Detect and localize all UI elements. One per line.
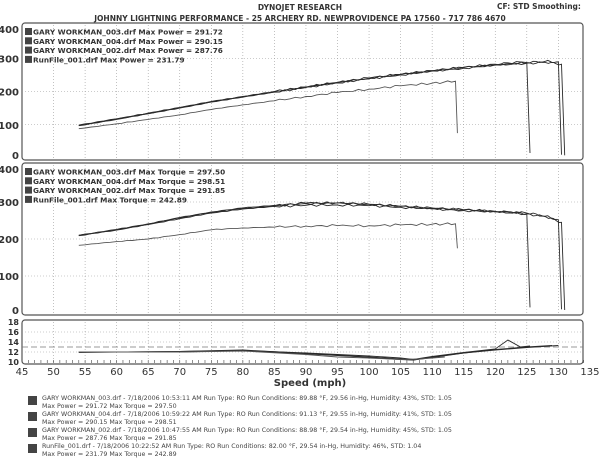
- legend-entry: GARY WORKMAN_002.drf Max Power = 287.76: [33, 46, 223, 55]
- afr-series-line-4: [78, 350, 445, 360]
- afr-y-tick-label: 10: [8, 358, 20, 367]
- torque-y-tick-label: 200: [0, 235, 19, 246]
- x-tick-label: 110: [423, 367, 442, 378]
- x-tick-label: 75: [205, 367, 218, 378]
- x-tick-label: 65: [142, 367, 155, 378]
- torque-series-line-4: [78, 222, 458, 249]
- run-note-details: GARY WORKMAN_004.drf - 7/18/2006 10:59:2…: [42, 411, 452, 418]
- run-marker-icon: [28, 444, 37, 453]
- legend-entry: RunFile_001.drf Max Torque = 242.89: [33, 195, 187, 204]
- x-tick-label: 115: [454, 367, 473, 378]
- x-tick-label: 45: [16, 367, 29, 378]
- power-y-tick-label: 400: [0, 25, 19, 36]
- power-y-tick-label: 100: [0, 121, 19, 132]
- run-note-max: Max Power = 231.79 Max Torque = 242.89: [42, 450, 177, 458]
- run-note-details: GARY WORKMAN_002.drf - 7/18/2006 10:47:5…: [42, 427, 452, 434]
- legend-entry: GARY WORKMAN_003.drf Max Torque = 297.50: [33, 168, 225, 177]
- x-tick-label: 80: [236, 367, 249, 378]
- legend-swatch: [25, 195, 32, 203]
- power-y-tick-label: 300: [0, 54, 19, 65]
- run-note: GARY WORKMAN_002.drf - 7/18/2006 10:47:5…: [28, 427, 588, 443]
- legend-entry: GARY WORKMAN_004.drf Max Power = 290.15: [33, 37, 223, 46]
- shop-info: JOHNNY LIGHTNING PERFORMANCE - 25 ARCHER…: [94, 14, 506, 23]
- run-note: GARY WORKMAN_003.drf - 7/18/2006 10:53:1…: [28, 395, 588, 411]
- run-notes: GARY WORKMAN_003.drf - 7/18/2006 10:53:1…: [28, 395, 588, 459]
- run-marker-icon: [28, 396, 37, 405]
- torque-y-tick-label: 100: [0, 272, 19, 283]
- x-tick-label: 95: [331, 367, 344, 378]
- x-tick-label: 50: [47, 367, 60, 378]
- legend-entry: GARY WORKMAN_002.drf Max Torque = 291.85: [33, 186, 225, 195]
- x-tick-label: 135: [580, 367, 599, 378]
- legend-entry: RunFile_001.drf Max Power = 231.79: [33, 55, 185, 64]
- power-series-line-4: [78, 80, 458, 134]
- x-tick-label: 125: [517, 367, 536, 378]
- legend-entry: GARY WORKMAN_003.drf Max Power = 291.72: [33, 28, 223, 37]
- x-tick-label: 90: [300, 367, 313, 378]
- x-axis-label: Speed (mph): [274, 378, 346, 389]
- torque-series-line-2: [78, 201, 531, 308]
- report-title: DYNOJET RESEARCH: [257, 3, 343, 12]
- legend-swatch: [25, 177, 32, 185]
- torque-y-tick-label: 400: [0, 165, 19, 176]
- run-note-max: Max Power = 287.76 Max Torque = 291.85: [42, 434, 177, 442]
- x-tick-label: 130: [549, 367, 568, 378]
- x-tick-label: 105: [391, 367, 410, 378]
- run-note-max: Max Power = 291.72 Max Torque = 297.50: [42, 402, 177, 410]
- afr-y-tick-label: 16: [8, 328, 20, 337]
- run-note-details: GARY WORKMAN_003.drf - 7/18/2006 10:53:1…: [42, 395, 452, 402]
- legend-swatch: [25, 46, 32, 54]
- run-note-details: RunFile_001.drf - 7/18/2006 10:22:52 AM …: [42, 443, 422, 450]
- x-tick-label: 120: [486, 367, 505, 378]
- power-y-tick-label: 0: [12, 151, 19, 162]
- afr-y-tick-label: 14: [8, 338, 20, 347]
- legend-swatch: [25, 186, 32, 194]
- run-marker-icon: [28, 412, 37, 421]
- x-tick-label: 70: [173, 367, 186, 378]
- torque-series-line-3: [78, 203, 566, 311]
- x-tick-label: 55: [79, 367, 92, 378]
- x-tick-label: 60: [110, 367, 123, 378]
- x-tick-label: 85: [268, 367, 281, 378]
- x-tick-label: 100: [360, 367, 379, 378]
- run-note-max: Max Power = 290.15 Max Torque = 298.51: [42, 418, 177, 426]
- power-y-tick-label: 200: [0, 88, 19, 99]
- legend-swatch: [25, 55, 32, 63]
- run-note: GARY WORKMAN_004.drf - 7/18/2006 10:59:2…: [28, 411, 588, 427]
- afr-y-tick-label: 18: [8, 318, 20, 327]
- afr-y-tick-label: 12: [8, 348, 19, 357]
- legend-swatch: [25, 28, 32, 35]
- settings-info: CF: STD Smoothing:: [497, 2, 581, 11]
- legend-swatch: [25, 37, 32, 45]
- torque-y-tick-label: 0: [12, 306, 19, 317]
- run-marker-icon: [28, 428, 37, 437]
- legend-entry: GARY WORKMAN_004.drf Max Torque = 298.51: [33, 177, 225, 186]
- torque-y-tick-label: 300: [0, 198, 19, 209]
- run-note: RunFile_001.drf - 7/18/2006 10:22:52 AM …: [28, 443, 588, 459]
- legend-swatch: [25, 168, 32, 175]
- power-series-line-3: [78, 61, 566, 156]
